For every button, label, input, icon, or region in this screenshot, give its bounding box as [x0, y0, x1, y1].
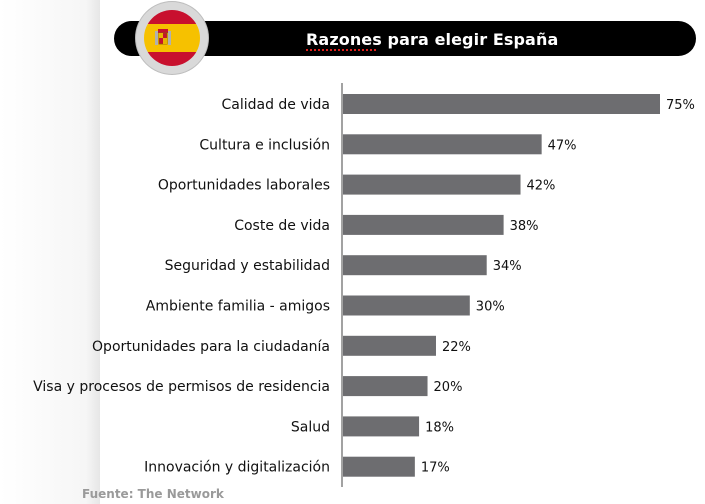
bar: [343, 416, 420, 437]
bar: [343, 174, 521, 195]
category-label: Salud: [291, 419, 330, 435]
value-label: 20%: [434, 380, 463, 395]
value-label: 18%: [425, 420, 454, 435]
bar: [343, 255, 487, 276]
category-label: Visa y procesos de permisos de residenci…: [33, 379, 330, 395]
bar: [343, 335, 436, 356]
value-label: 30%: [476, 300, 505, 315]
category-label: Cultura e inclusión: [199, 137, 330, 153]
left-gutter: [0, 0, 100, 504]
category-label: Oportunidades para la ciudadanía: [92, 339, 330, 355]
value-label: 47%: [548, 138, 577, 153]
coat-of-arms-icon: [155, 29, 171, 45]
value-label: 17%: [421, 461, 450, 476]
spain-flag-icon: [136, 2, 208, 74]
chart-title: Razones para elegir España: [306, 30, 559, 51]
title-bar: [114, 21, 696, 56]
bar: [343, 94, 660, 114]
bar: [343, 214, 504, 235]
value-label: 42%: [527, 179, 556, 194]
value-label: 75%: [666, 98, 695, 113]
category-label: Seguridad y estabilidad: [165, 258, 330, 274]
flag-stripes: [144, 10, 200, 66]
category-label: Coste de vida: [234, 218, 330, 234]
value-label: 34%: [493, 259, 522, 274]
category-label: Oportunidades laborales: [158, 178, 330, 194]
bars-layer: Calidad de vida 75% Cultura e inclusión 47%…: [33, 94, 695, 477]
category-label: Ambiente familia - amigos: [146, 299, 330, 315]
bar: [343, 456, 415, 477]
source-note: Fuente: The Network: [82, 487, 224, 501]
bar: [343, 295, 470, 316]
category-label: Calidad de vida: [221, 97, 330, 113]
bar: [343, 134, 542, 155]
value-label: 22%: [442, 340, 471, 355]
value-label: 38%: [510, 219, 539, 234]
bar: [343, 376, 428, 397]
category-label: Innovación y digitalización: [144, 460, 330, 476]
